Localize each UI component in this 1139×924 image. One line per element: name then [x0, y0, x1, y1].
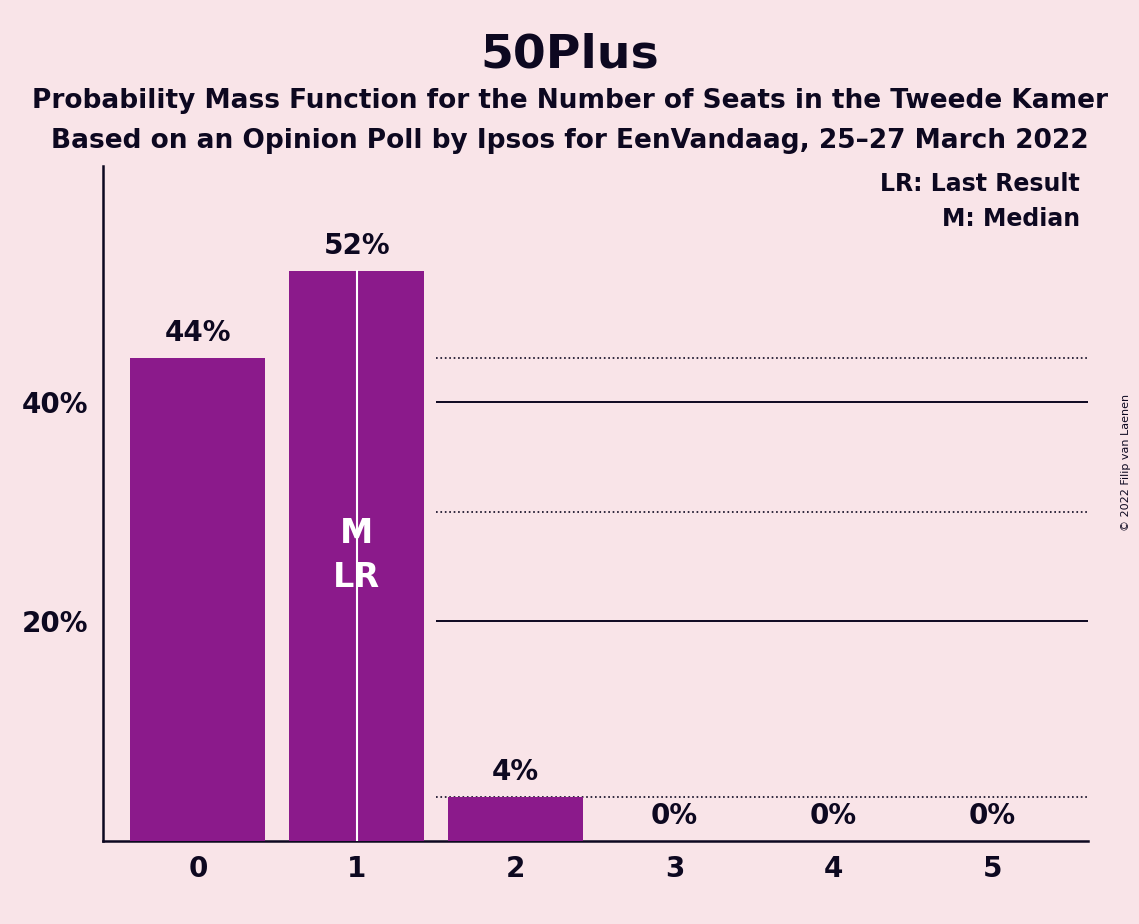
- Text: Probability Mass Function for the Number of Seats in the Tweede Kamer: Probability Mass Function for the Number…: [32, 88, 1107, 114]
- Text: © 2022 Filip van Laenen: © 2022 Filip van Laenen: [1121, 394, 1131, 530]
- Text: 4%: 4%: [492, 758, 539, 786]
- Text: 0%: 0%: [810, 802, 857, 830]
- Text: 0%: 0%: [652, 802, 698, 830]
- Text: 44%: 44%: [165, 320, 231, 347]
- Bar: [448, 797, 583, 841]
- Text: 0%: 0%: [969, 802, 1016, 830]
- Bar: [289, 271, 425, 841]
- Bar: [130, 359, 265, 841]
- Text: M: Median: M: Median: [942, 207, 1080, 231]
- Text: LR: Last Result: LR: Last Result: [880, 172, 1080, 196]
- Text: M
LR: M LR: [334, 517, 380, 594]
- Text: Based on an Opinion Poll by Ipsos for EenVandaag, 25–27 March 2022: Based on an Opinion Poll by Ipsos for Ee…: [51, 128, 1088, 153]
- Text: 52%: 52%: [323, 232, 390, 260]
- Text: 50Plus: 50Plus: [481, 32, 658, 78]
